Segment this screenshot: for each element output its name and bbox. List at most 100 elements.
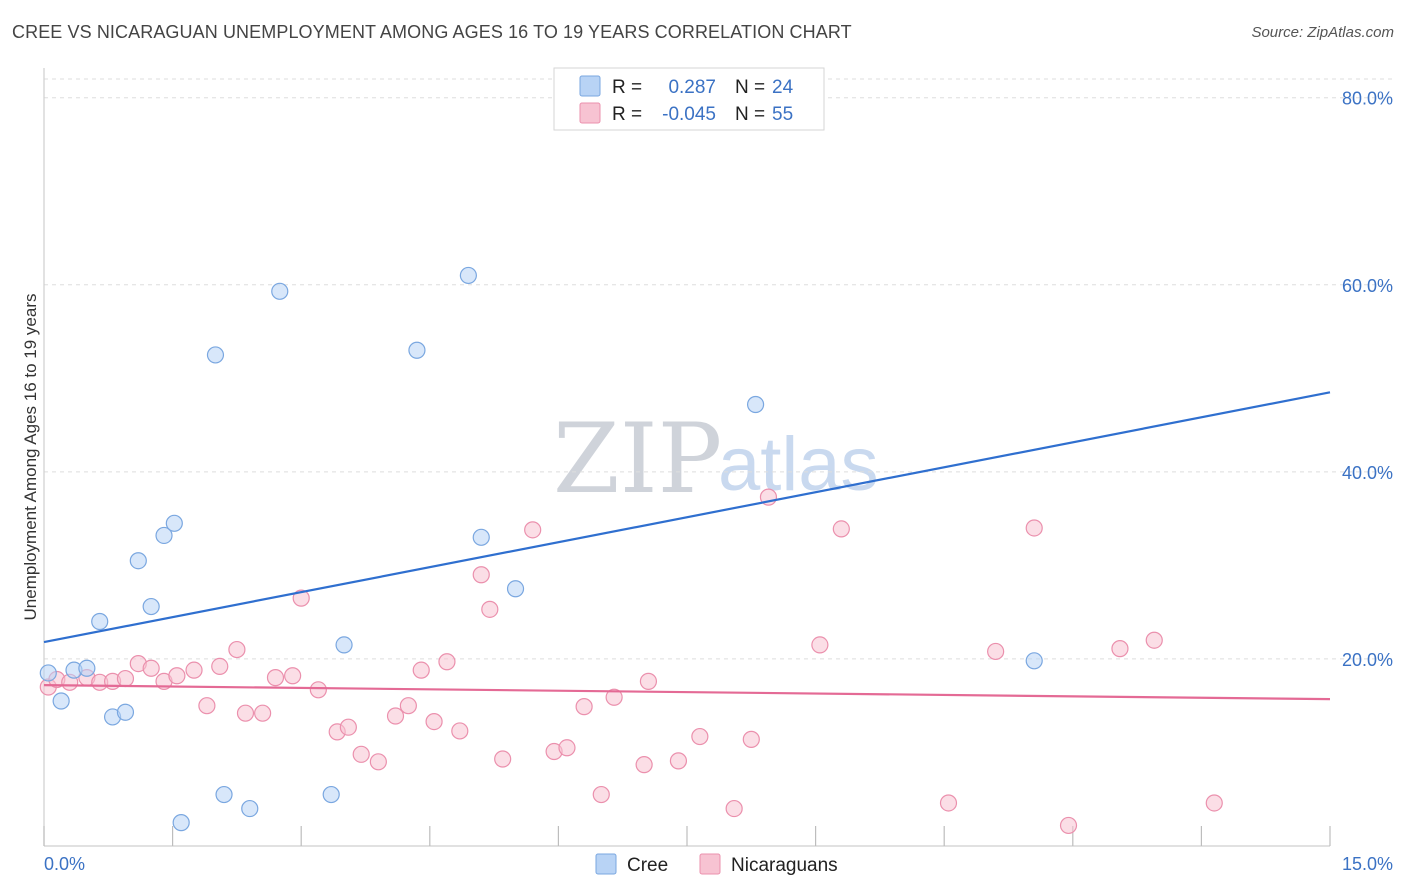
legend-cree-n-label: N = — [735, 77, 765, 98]
cree-point — [506, 580, 525, 598]
nicaraguans-point — [575, 698, 593, 716]
nicaraguans-point — [116, 669, 135, 688]
cree-point — [408, 341, 426, 359]
nicaraguans-point — [236, 704, 255, 722]
nicaraguans-point — [369, 753, 387, 771]
x-tick-label-max: 15.0% — [1342, 854, 1393, 874]
cree-point — [129, 552, 147, 570]
nicaraguans-points — [39, 488, 1223, 835]
nicaraguans-point — [228, 640, 246, 659]
chart-title: CREE VS NICARAGUAN UNEMPLOYMENT AMONG AG… — [12, 22, 852, 42]
nicaraguans-point — [558, 739, 576, 757]
nicaraguans-point — [811, 636, 829, 654]
grid — [44, 78, 1393, 660]
nicaraguans-point — [939, 794, 958, 812]
nicaraguans-point — [142, 659, 160, 677]
bottom-legend: Cree Nicaraguans — [595, 853, 838, 876]
legend-cree-n-value: 24 — [772, 77, 794, 98]
cree-point — [165, 514, 183, 532]
nicaraguans-point — [1205, 794, 1223, 812]
bottom-legend-nicaraguans-label: Nicaraguans — [731, 855, 838, 876]
nicaraguans-point — [425, 712, 443, 731]
cree-point — [472, 528, 490, 546]
nicaraguans-point — [605, 688, 623, 706]
nicaraguans-point — [1059, 816, 1078, 835]
nicaraguans-point — [386, 707, 405, 725]
legend-nicaraguans-r-label: R = — [612, 104, 642, 125]
nicaraguans-point — [481, 600, 499, 618]
y-tick-label: 20.0% — [1342, 650, 1393, 670]
nicaraguans-point — [725, 799, 743, 818]
nicaraguans-point — [742, 730, 760, 748]
nicaraguans-point — [1145, 631, 1163, 649]
legend-box: R = 0.287 N = 24 R = -0.045 N = 55 — [553, 67, 825, 131]
cree-point — [322, 785, 340, 804]
nicaraguans-point — [691, 727, 709, 746]
nicaraguans-point — [472, 566, 490, 584]
x-tick-label-min: 0.0% — [44, 854, 85, 874]
bottom-legend-nicaraguans-swatch — [699, 853, 721, 875]
nicaraguans-point — [451, 722, 469, 740]
nicaraguans-point — [352, 745, 370, 763]
watermark-atlas: atlas — [718, 422, 879, 507]
cree-point — [142, 597, 160, 616]
legend-nicaraguans-r-value: -0.045 — [662, 104, 716, 125]
nicaraguans-point — [292, 589, 310, 607]
nicaraguans-point — [639, 672, 658, 690]
legend-cree-r-label: R = — [612, 77, 642, 98]
x-tick-marks — [43, 826, 1331, 846]
nicaraguans-point — [669, 752, 688, 770]
nicaraguans-point — [635, 756, 653, 774]
nicaraguans-point — [438, 653, 456, 671]
nicaraguans-point — [185, 661, 203, 679]
nicaraguans-point — [832, 520, 850, 538]
cree-point — [78, 659, 96, 677]
y-tick-label: 60.0% — [1342, 276, 1393, 296]
nicaraguans-point — [284, 667, 302, 685]
nicaraguans-trend-line — [43, 684, 1331, 701]
cree-point — [39, 664, 57, 682]
nicaraguans-point — [309, 681, 327, 699]
cree-point — [172, 814, 190, 832]
cree-point — [459, 266, 477, 285]
bottom-legend-cree-label: Cree — [627, 855, 668, 876]
cree-point — [91, 612, 109, 631]
source-credit: Source: ZipAtlas.com — [1251, 24, 1394, 41]
legend-cree-swatch — [579, 75, 601, 97]
nicaraguans-point — [399, 697, 417, 715]
nicaraguans-point — [168, 667, 186, 685]
nicaraguans-point — [494, 750, 512, 768]
cree-point — [746, 395, 765, 414]
nicaraguans-point — [266, 669, 285, 687]
y-tick-label: 40.0% — [1342, 463, 1393, 483]
nicaraguans-point — [412, 661, 430, 679]
cree-point — [271, 282, 289, 300]
cree-point — [52, 692, 70, 710]
legend-nicaraguans-n-label: N = — [735, 104, 765, 125]
cree-point — [206, 346, 225, 364]
nicaraguans-point — [1111, 640, 1129, 658]
y-axis-label: Unemployment Among Ages 16 to 19 years — [21, 294, 40, 621]
cree-point — [241, 799, 259, 818]
legend-nicaraguans-n-value: 55 — [772, 104, 793, 125]
cree-points — [39, 266, 1043, 832]
y-tick-label: 80.0% — [1342, 89, 1393, 109]
nicaraguans-point — [254, 704, 272, 722]
nicaraguans-point — [198, 697, 216, 715]
nicaraguans-point — [339, 718, 357, 736]
cree-point — [1025, 652, 1043, 670]
trend-lines — [43, 391, 1331, 701]
bottom-legend-cree-swatch — [595, 853, 617, 875]
nicaraguans-point — [524, 521, 542, 539]
cree-point — [335, 636, 353, 654]
nicaraguans-point — [211, 657, 229, 676]
nicaraguans-point — [592, 785, 610, 804]
watermark-zip: ZIP — [553, 403, 722, 515]
nicaraguans-point — [987, 642, 1005, 661]
cree-trend-line — [43, 391, 1331, 644]
cree-point — [116, 703, 135, 721]
y-tick-labels: 20.0% 40.0% 60.0% 80.0% — [1342, 89, 1393, 670]
legend-nicaraguans-swatch — [579, 102, 601, 124]
nicaraguans-point — [1025, 519, 1043, 537]
